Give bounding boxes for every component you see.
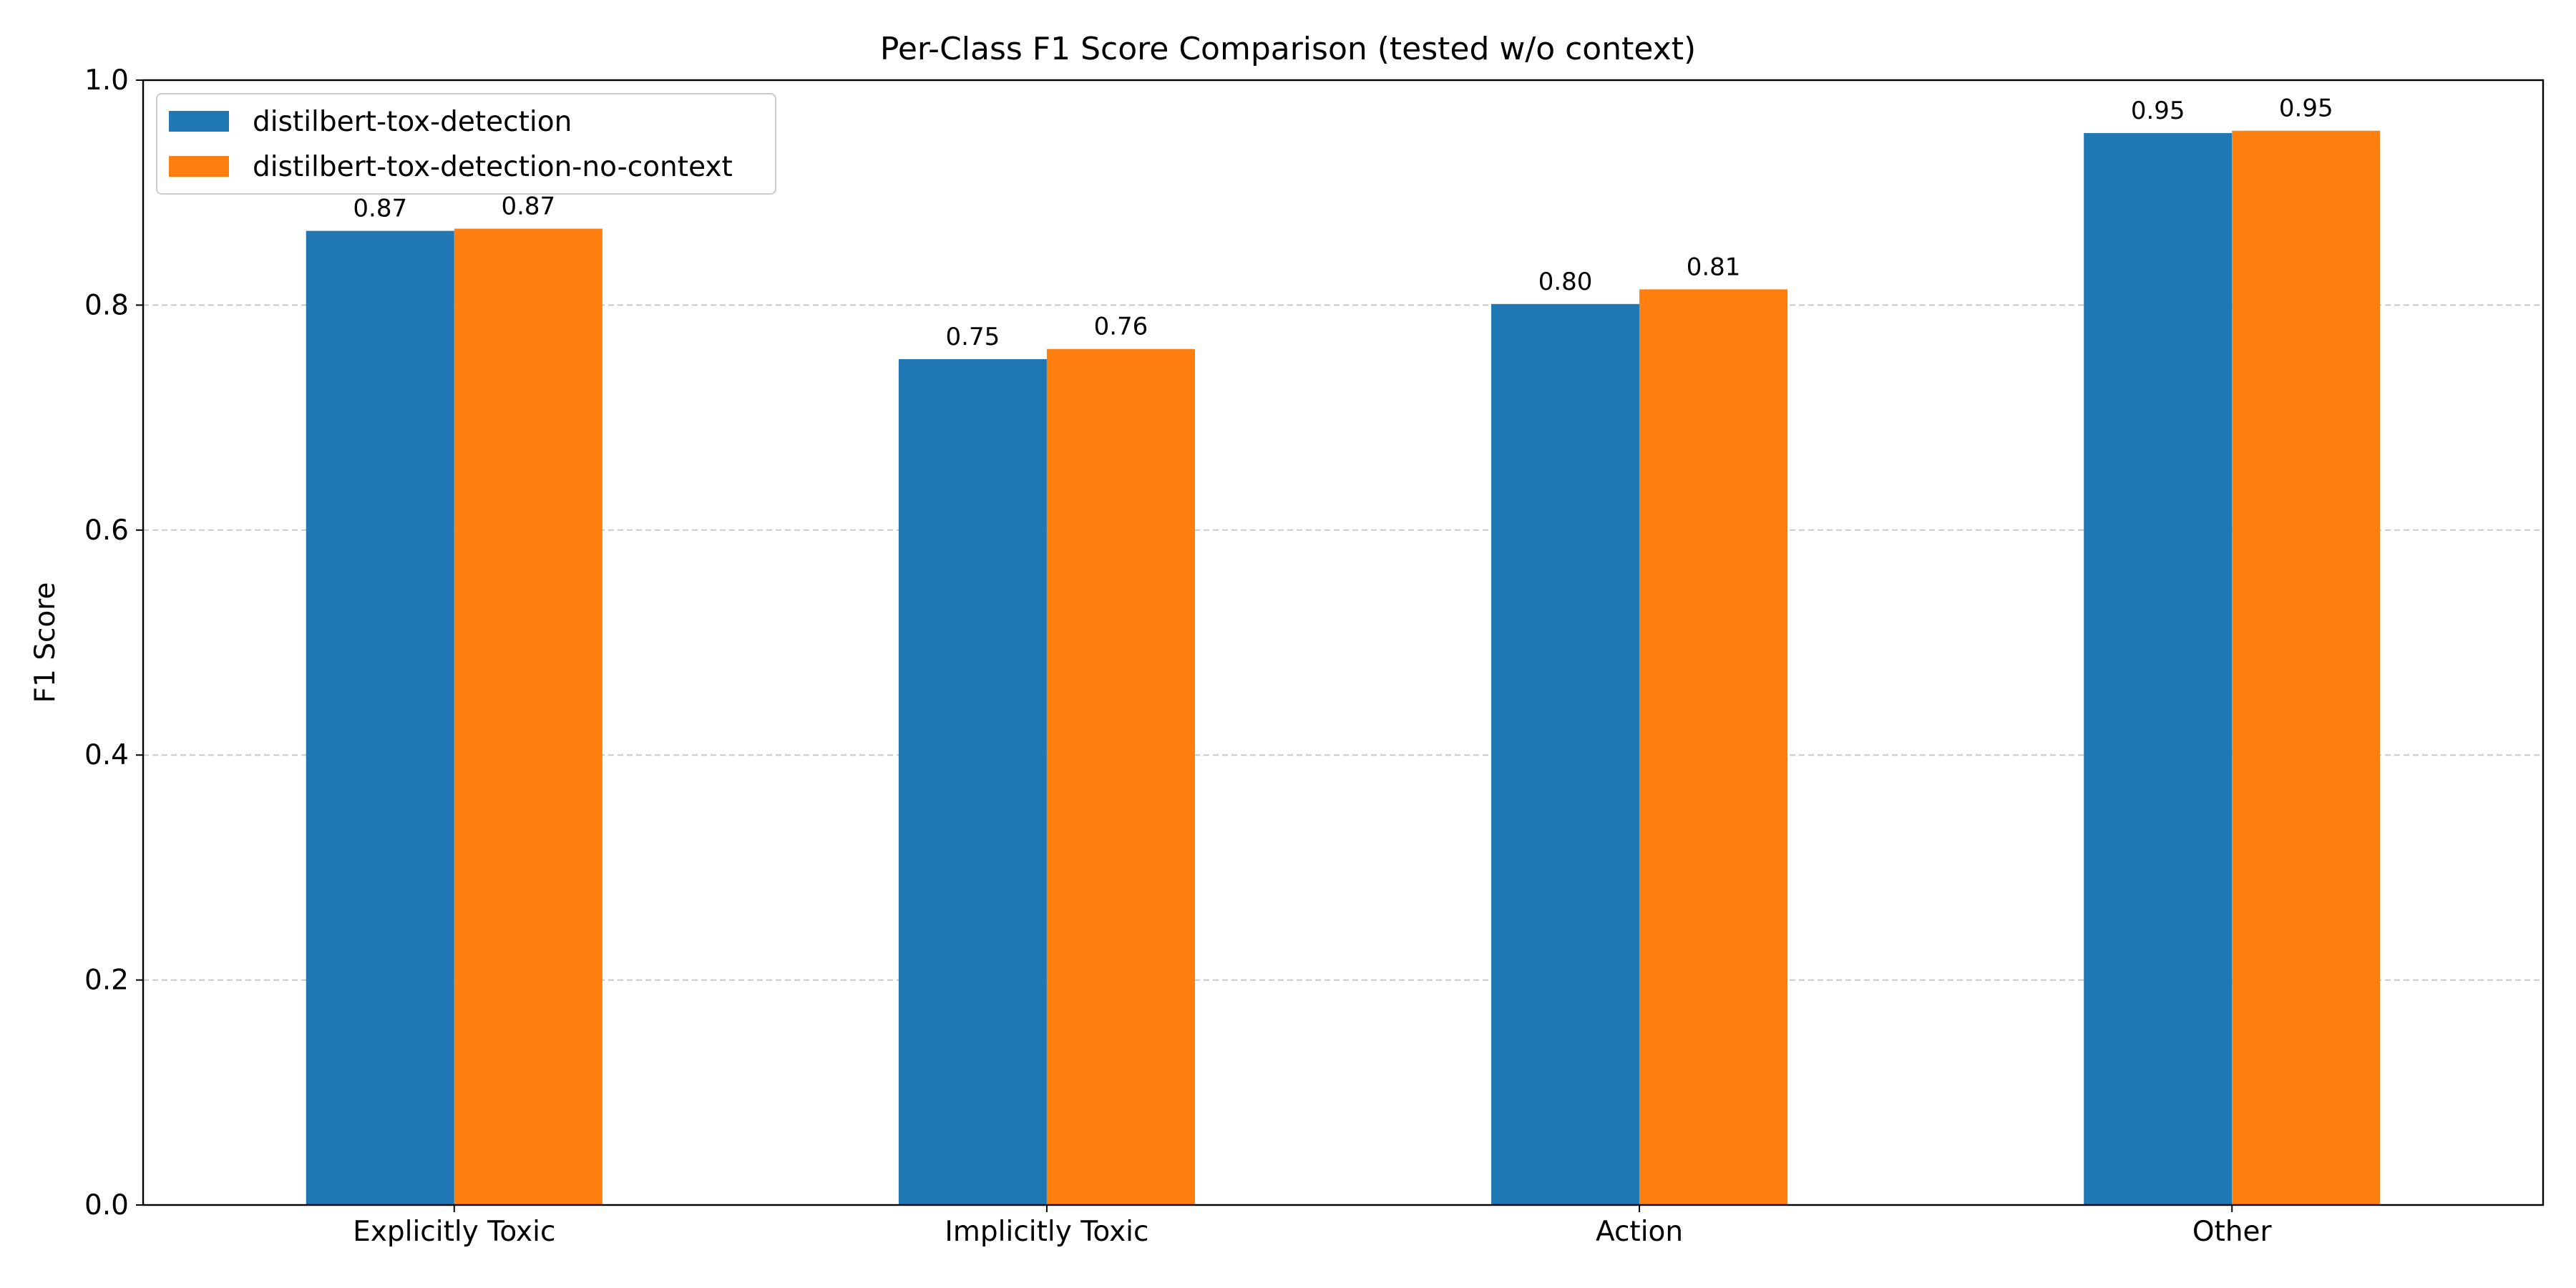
- bar-value-label: 0.75: [946, 323, 1000, 351]
- bar-value-label: 0.76: [1094, 313, 1148, 341]
- bar-value-label: 0.87: [501, 192, 555, 221]
- bar-value-label: 0.80: [1538, 268, 1593, 296]
- legend-box: [156, 93, 776, 195]
- bar: [1491, 303, 1640, 1205]
- legend: distilbert-tox-detection distilbert-tox-d…: [156, 93, 776, 195]
- x-tick-label: Explicitly Toxic: [353, 1216, 555, 1248]
- y-tick-label: 0.4: [84, 739, 129, 771]
- legend-swatch: [169, 111, 229, 132]
- x-tick-label: Other: [2192, 1216, 2273, 1248]
- bar-value-label: 0.81: [1687, 253, 1741, 281]
- bar: [898, 358, 1047, 1206]
- y-tick-label: 0.0: [84, 1189, 129, 1221]
- y-tick-label: 0.2: [84, 965, 129, 997]
- bar-value-label: 0.87: [353, 195, 407, 223]
- y-tick-label: 0.8: [84, 289, 129, 321]
- y-axis: 0.0 0.2 0.4 0.6 0.8 1.0: [84, 64, 143, 1221]
- legend-label: distilbert-tox-detection-no-context: [253, 151, 733, 183]
- bar: [454, 228, 602, 1205]
- bar: [1639, 289, 1788, 1206]
- y-axis-label: F1 Score: [29, 582, 62, 703]
- y-tick-label: 1.0: [84, 64, 129, 97]
- bar: [1046, 348, 1195, 1205]
- bar-value-label: 0.95: [2279, 94, 2333, 123]
- bar: [2084, 132, 2233, 1205]
- bar: [2232, 130, 2381, 1206]
- bar-value-labels: 0.87 0.75 0.80 0.95 0.87 0.76 0.81 0.95: [353, 94, 2333, 351]
- legend-label: distilbert-tox-detection: [253, 106, 572, 138]
- y-tick-label: 0.6: [84, 514, 129, 547]
- x-tick-label: Action: [1596, 1216, 1683, 1248]
- x-tick-label: Implicitly Toxic: [945, 1216, 1148, 1248]
- bars: [306, 130, 2381, 1206]
- legend-swatch: [169, 156, 229, 177]
- x-axis: Explicitly Toxic Implicitly Toxic Action Ot…: [353, 1205, 2273, 1248]
- plot-frame: [142, 79, 2545, 1206]
- bar-value-label: 0.95: [2131, 97, 2185, 125]
- bar: [306, 230, 454, 1206]
- chart-title: Per-Class F1 Score Comparison (tested w/…: [880, 31, 1696, 67]
